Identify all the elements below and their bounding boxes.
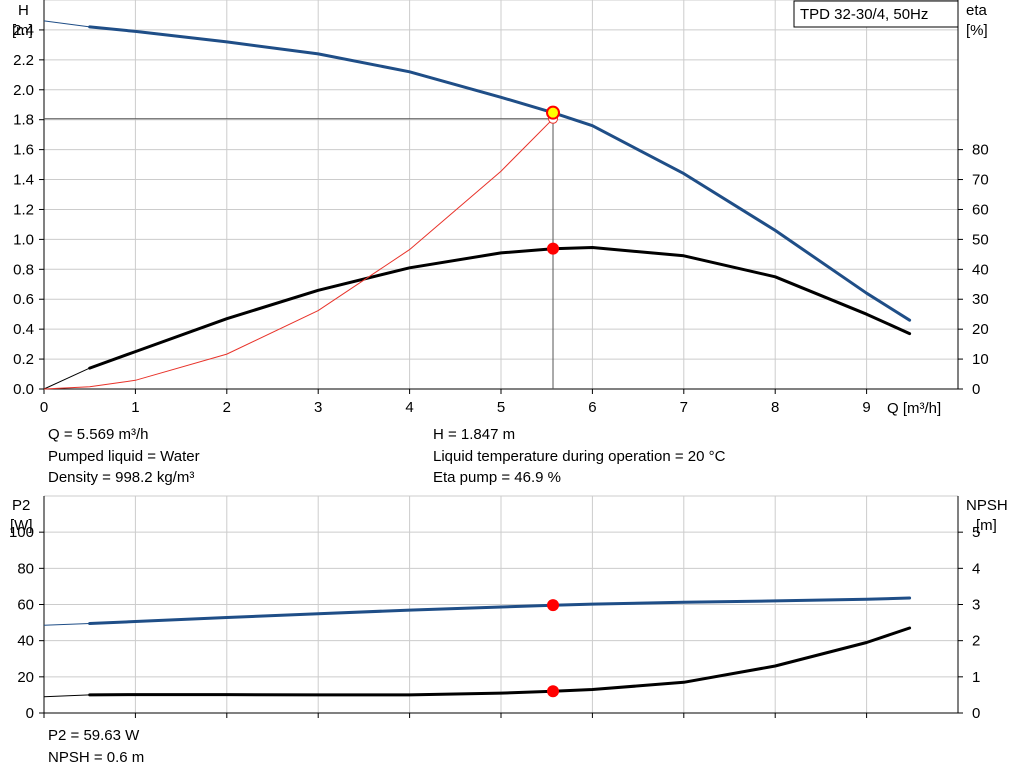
label-layer: 0 1 2 3 4 5 6 7 8 9 0.0 0.2 0.4 0.6 0.8 1.0 1.2 1.4 1.6 1.8…: [9, 22, 989, 722]
q-axis-label: Q [m³/h]: [887, 400, 941, 417]
panel1-x-tick-label: 1: [131, 399, 139, 416]
panel2-right-tick-label: 0: [972, 705, 980, 722]
h-curve: [88, 25, 912, 322]
panel1-x-tick-label: 3: [314, 399, 322, 416]
h-axis-unit: [m]: [12, 22, 33, 39]
panel1-right-tick-label: 40: [972, 261, 989, 278]
h-axis-label: H: [18, 2, 29, 19]
panel2-right-tick-label: 1: [972, 669, 980, 686]
panel2-left-tick-label: 80: [17, 560, 34, 577]
panel2-left-tick-label: 40: [17, 633, 34, 650]
info-temp: Liquid temperature during operation = 20…: [433, 448, 726, 465]
chart-title: TPD 32-30/4, 50Hz: [800, 6, 928, 23]
panel1-left-tick-label: 0.8: [13, 261, 34, 278]
info-h: H = 1.847 m: [433, 426, 515, 443]
h-curve-extension: [43, 20, 90, 28]
panel2-right-tick-label: 2: [972, 633, 980, 650]
eta-curve: [88, 246, 912, 370]
panel1-left-tick-label: 2.4: [13, 22, 34, 39]
panel1-right-tick-label: 10: [972, 351, 989, 368]
npsh-curve-extension: [43, 694, 90, 698]
info-eta: Eta pump = 46.9 %: [433, 469, 561, 486]
p2-axis-unit: [W]: [10, 517, 33, 534]
panel1-x-tick-label: 9: [862, 399, 870, 416]
panel1-left-tick-label: 2.0: [13, 82, 34, 99]
axes-layer: [39, 0, 963, 718]
panel2-left-tick-label: 20: [17, 669, 34, 686]
panel1-right-tick-label: 0: [972, 381, 980, 398]
panel1-left-tick-label: 0.4: [13, 321, 34, 338]
title-box: [793, 0, 959, 28]
panel1-right-tick-label: 70: [972, 172, 989, 189]
panel1-right-tick-label: 60: [972, 201, 989, 218]
panel1-x-tick-label: 5: [497, 399, 505, 416]
system-curve: [43, 118, 554, 390]
panel1-right-tick-label: 30: [972, 291, 989, 308]
panel2-right-tick-label: 4: [972, 560, 980, 577]
info-density: Density = 998.2 kg/m³: [48, 469, 194, 486]
panel2-left-tick-label: 0: [26, 705, 34, 722]
info-p2: P2 = 59.63 W: [48, 727, 140, 744]
eta-axis-unit: [%]: [966, 22, 988, 39]
curve-layer: [43, 20, 912, 698]
npsh-curve: [88, 626, 912, 697]
info-q: Q = 5.569 m³/h: [48, 426, 148, 443]
operating-point-marker: [546, 105, 561, 120]
panel1-left-tick-label: 0.0: [13, 381, 34, 398]
panel1-right-tick-label: 20: [972, 321, 989, 338]
panel1-x-tick-label: 7: [680, 399, 688, 416]
panel1-left-tick-label: 2.2: [13, 52, 34, 69]
marker-layer: [546, 105, 561, 698]
p2-curve: [88, 596, 912, 625]
panel1-x-tick-label: 2: [223, 399, 231, 416]
panel1-x-tick-label: 6: [588, 399, 596, 416]
eta-axis-label: eta: [966, 2, 988, 19]
panel1-left-tick-label: 1.0: [13, 231, 34, 248]
panel2-left-tick-label: 60: [17, 597, 34, 614]
p2-curve-extension: [43, 623, 90, 626]
panel1-x-tick-label: 4: [405, 399, 413, 416]
panel1-left-tick-label: 1.2: [13, 201, 34, 218]
panel1-left-tick-label: 0.6: [13, 291, 34, 308]
panel1-left-tick-label: 1.6: [13, 142, 34, 159]
panel1-x-tick-label: 0: [40, 399, 48, 416]
p2-axis-label: P2: [12, 497, 30, 514]
npsh-axis-unit: [m]: [976, 517, 997, 534]
panel1-left-tick-label: 1.4: [13, 172, 34, 189]
panel1-left-tick-label: 1.8: [13, 112, 34, 129]
panel2-right-tick-label: 5: [972, 524, 980, 541]
panel2-right-tick-label: 3: [972, 597, 980, 614]
panel1-x-tick-label: 8: [771, 399, 779, 416]
eta-curve-extension: [43, 367, 90, 390]
panel1-left-tick-label: 0.2: [13, 351, 34, 368]
info-npsh: NPSH = 0.6 m: [48, 749, 144, 766]
npsh-axis-label: NPSH: [966, 497, 1008, 514]
npsh-point-marker: [547, 685, 560, 698]
eta-point-marker: [547, 242, 560, 255]
panel1-right-tick-label: 80: [972, 142, 989, 159]
panel1-right-tick-label: 50: [972, 231, 989, 248]
p2-point-marker: [547, 599, 560, 612]
panel2-left-tick-label: 100: [9, 524, 34, 541]
info-liquid: Pumped liquid = Water: [48, 448, 200, 465]
